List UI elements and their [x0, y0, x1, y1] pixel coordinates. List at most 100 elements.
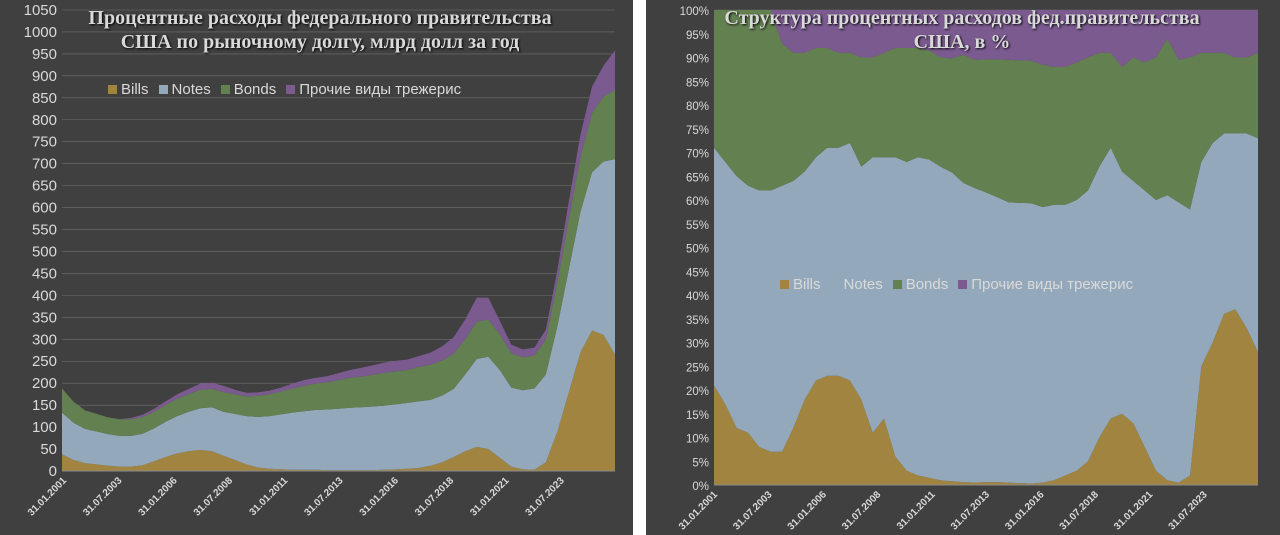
legend-label-bills: Bills — [121, 81, 149, 98]
legend-label-bills: Bills — [793, 276, 821, 293]
y-tick-label: 5% — [692, 457, 709, 469]
legend-label-notes: Notes — [171, 81, 211, 98]
y-tick-label: 100% — [680, 6, 709, 18]
legend-item-other: Прочие виды трежерис — [286, 81, 461, 98]
area-bonds — [62, 89, 615, 436]
y-tick-label: 650 — [32, 178, 57, 195]
x-tick-label: 31.07.2018 — [1058, 489, 1101, 532]
x-tick-label: 31.01.2016 — [358, 475, 401, 518]
left-chart-legend: Bills Notes Bonds Прочие виды трежерис — [108, 81, 461, 98]
other-swatch — [958, 280, 968, 289]
area-bills — [62, 330, 615, 471]
y-tick-label: 600 — [32, 200, 57, 217]
x-tick-label: 31.01.2016 — [1003, 489, 1046, 532]
legend-item-bonds: Bonds — [220, 81, 277, 98]
bills-swatch — [108, 85, 117, 94]
legend-item-bills: Bills — [780, 276, 821, 293]
bonds-swatch — [892, 280, 902, 289]
y-tick-label: 350 — [32, 309, 57, 326]
y-tick-label: 70% — [686, 149, 709, 161]
y-tick-label: 50 — [40, 441, 57, 458]
y-tick-label: 0% — [692, 481, 709, 493]
x-tick-label: 31.07.2008 — [840, 489, 883, 532]
y-tick-label: 10% — [686, 434, 709, 446]
legend-label-other: Прочие виды трежерис — [299, 81, 462, 98]
x-tick-label: 31.01.2021 — [1112, 489, 1155, 532]
x-tick-label: 31.01.2001 — [26, 475, 69, 518]
y-tick-label: 550 — [32, 222, 57, 239]
legend-label-other: Прочие виды трежерис — [971, 276, 1134, 293]
y-tick-label: 80% — [686, 101, 709, 113]
x-tick-label: 31.07.2018 — [413, 475, 456, 518]
legend-item-notes: Notes — [830, 276, 883, 293]
y-tick-label: 850 — [32, 90, 57, 107]
y-tick-label: 40% — [686, 291, 709, 303]
x-tick-label: 31.07.2023 — [1167, 489, 1210, 532]
x-tick-label: 31.07.2013 — [949, 489, 992, 532]
y-tick-label: 20% — [686, 386, 709, 398]
legend-label-bonds: Bonds — [905, 276, 949, 293]
right-chart-legend: Bills Notes Bonds Прочие виды трежерис — [780, 276, 1133, 293]
y-tick-label: 250 — [32, 353, 57, 370]
panel-divider — [633, 0, 646, 535]
area-notes — [62, 159, 615, 471]
x-tick-label: 31.01.2006 — [786, 489, 829, 532]
y-tick-label: 800 — [32, 112, 57, 129]
bonds-swatch — [220, 85, 230, 94]
y-tick-label: 450 — [32, 265, 57, 282]
x-tick-label: 31.01.2021 — [468, 475, 511, 518]
y-tick-label: 200 — [32, 375, 57, 392]
y-tick-label: 30% — [686, 339, 709, 351]
y-tick-label: 1000 — [24, 24, 57, 41]
right-chart-panel: 0% 5% 10% 15% 20% 25% 30% 35% 40% 45% 50% 55% 60% 65%… — [646, 0, 1280, 535]
y-tick-label: 35% — [686, 315, 709, 327]
y-tick-label: 700 — [32, 156, 57, 173]
notes-swatch — [830, 280, 840, 289]
y-tick-label: 900 — [32, 68, 57, 85]
legend-item-notes: Notes — [158, 81, 211, 98]
x-tick-label: 31.01.2011 — [248, 475, 291, 518]
y-tick-label: 85% — [686, 77, 709, 89]
legend-label-bonds: Bonds — [233, 81, 277, 98]
left-chart-svg: 0 50 100 150 200 250 300 350 400 450 500 550 600 650 7… — [24, 2, 615, 519]
x-tick-label: 31.07.2003 — [81, 475, 124, 518]
y-tick-label: 55% — [686, 220, 709, 232]
y-tick-label: 90% — [686, 54, 709, 66]
x-tick-label: 31.01.2006 — [137, 475, 180, 518]
y-tick-label: 500 — [32, 243, 57, 260]
y-tick-label: 150 — [32, 397, 57, 414]
y-tick-label: 65% — [686, 172, 709, 184]
area-bills — [714, 309, 1258, 485]
y-tick-label: 1050 — [24, 2, 57, 19]
y-tick-label: 400 — [32, 287, 57, 304]
y-tick-label: 60% — [686, 196, 709, 208]
x-tick-label: 31.01.2001 — [677, 489, 720, 532]
area-other — [714, 10, 1258, 67]
y-tick-label: 0 — [49, 463, 57, 480]
y-tick-label: 15% — [686, 410, 709, 422]
y-tick-label: 50% — [686, 244, 709, 256]
notes-swatch — [158, 85, 168, 94]
right-chart-svg: 0% 5% 10% 15% 20% 25% 30% 35% 40% 45% 50% 55% 60% 65%… — [677, 6, 1258, 533]
legend-item-other: Прочие виды трежерис — [958, 276, 1133, 293]
legend-item-bonds: Bonds — [892, 276, 949, 293]
x-tick-label: 31.07.2023 — [524, 475, 567, 518]
y-tick-label: 95% — [686, 30, 709, 42]
y-tick-label: 950 — [32, 46, 57, 63]
x-tick-label: 31.07.2008 — [192, 475, 235, 518]
y-tick-label: 45% — [686, 267, 709, 279]
x-tick-label: 31.07.2003 — [731, 489, 774, 532]
area-notes — [714, 133, 1258, 484]
area-bonds — [714, 10, 1258, 210]
y-tick-label: 100 — [32, 419, 57, 436]
bills-swatch — [780, 280, 789, 289]
x-tick-label: 31.01.2011 — [895, 489, 938, 532]
legend-item-bills: Bills — [108, 81, 149, 98]
y-tick-label: 750 — [32, 134, 57, 151]
legend-label-notes: Notes — [843, 276, 883, 293]
y-tick-label: 75% — [686, 125, 709, 137]
right-chart-title: Структура процентных расходов фед.правит… — [724, 7, 1200, 53]
y-tick-label: 300 — [32, 331, 57, 348]
left-chart-panel: 0 50 100 150 200 250 300 350 400 450 500 550 600 650 7… — [0, 0, 633, 535]
other-swatch — [286, 85, 296, 94]
